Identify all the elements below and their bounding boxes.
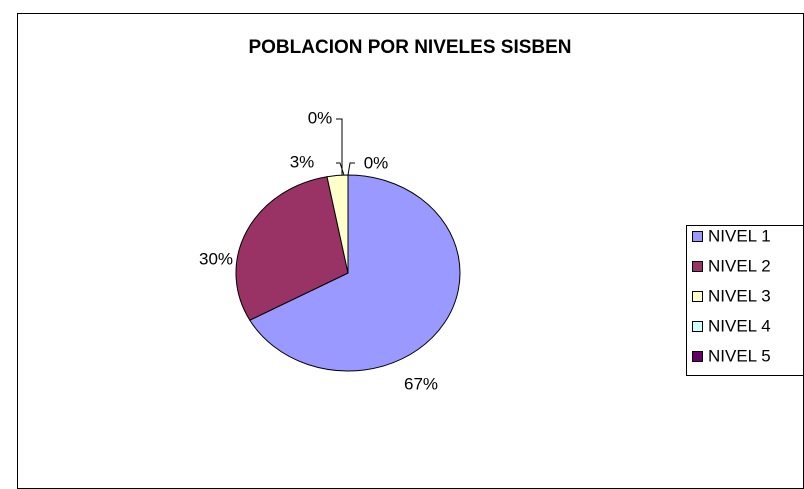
pie-slice — [235, 176, 349, 321]
data-label: 0% — [364, 153, 389, 172]
leader-line — [336, 118, 343, 175]
legend-swatch — [692, 261, 703, 272]
legend-label: NIVEL 4 — [708, 316, 771, 335]
legend-swatch — [692, 291, 703, 302]
data-label: 30% — [199, 249, 233, 268]
data-label: 67% — [404, 374, 438, 393]
legend-box — [686, 225, 804, 376]
legend-swatch — [692, 351, 703, 362]
legend-label: NIVEL 1 — [708, 226, 771, 245]
legend-label: NIVEL 3 — [708, 286, 771, 305]
data-label: 3% — [290, 152, 315, 171]
data-label: 0% — [308, 108, 333, 127]
legend-swatch — [692, 231, 703, 242]
pie-slice — [249, 174, 461, 372]
legend-label: NIVEL 2 — [708, 256, 771, 275]
chart-title: POBLACION POR NIVELES SISBEN — [248, 37, 571, 58]
legend-swatch — [692, 321, 703, 332]
leader-line — [347, 162, 355, 176]
legend-label: NIVEL 5 — [708, 346, 771, 365]
leader-line — [336, 162, 345, 176]
